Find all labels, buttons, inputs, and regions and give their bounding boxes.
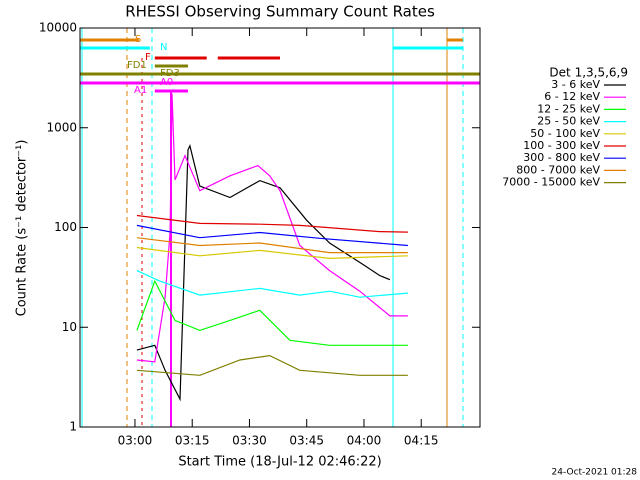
- flag-label: N: [160, 42, 167, 53]
- series-line: [136, 224, 408, 247]
- series-line: [136, 354, 408, 376]
- flag-label: F: [145, 52, 151, 63]
- legend-label: 3 - 6 keV: [551, 78, 600, 91]
- legend-label: 800 - 7000 keV: [516, 163, 600, 176]
- y-tick-label: 1: [69, 420, 77, 434]
- flag-label: FD1: [127, 60, 147, 71]
- legend-label: 7000 - 15000 keV: [502, 176, 600, 189]
- flag-label: A1: [134, 85, 147, 96]
- x-tick-label: 03:00: [118, 434, 153, 448]
- x-tick-label: 03:45: [289, 434, 324, 448]
- legend-label: 6 - 12 keV: [544, 90, 600, 103]
- x-tick-label: 03:30: [232, 434, 267, 448]
- legend-title: Det 1,3,5,6,9: [549, 66, 628, 80]
- flag-label: FD3: [160, 68, 180, 79]
- series-line: [136, 270, 408, 298]
- series-line: [136, 246, 408, 260]
- x-tick-label: 04:15: [404, 434, 439, 448]
- x-axis-label: Start Time (18-Jul-12 02:46:22): [178, 455, 381, 470]
- legend-label: 300 - 800 keV: [523, 151, 600, 164]
- legend-label: 25 - 50 keV: [537, 115, 600, 128]
- legend-label: 12 - 25 keV: [537, 102, 600, 115]
- footer-date: 24-Oct-2021 01:28: [552, 468, 638, 478]
- flag-label: S: [135, 34, 141, 45]
- y-axis-label: Count Rate (s⁻¹ detector⁻¹): [15, 140, 30, 317]
- y-tick-label: 10: [62, 320, 77, 334]
- legend-label: 100 - 300 keV: [523, 139, 600, 152]
- chart-title: RHESSI Observing Summary Count Rates: [125, 3, 435, 21]
- legend-label: 50 - 100 keV: [530, 127, 600, 140]
- series-line: [136, 214, 408, 233]
- series-line: [136, 93, 408, 363]
- flag-label: A0: [160, 77, 173, 88]
- series-line: [136, 237, 408, 254]
- series-line: [136, 279, 408, 346]
- y-tick-label: 100: [54, 220, 77, 234]
- x-tick-label: 03:15: [175, 434, 210, 448]
- y-tick-label: 10000: [39, 21, 77, 35]
- x-tick-label: 04:00: [347, 434, 382, 448]
- y-tick-label: 1000: [46, 120, 77, 134]
